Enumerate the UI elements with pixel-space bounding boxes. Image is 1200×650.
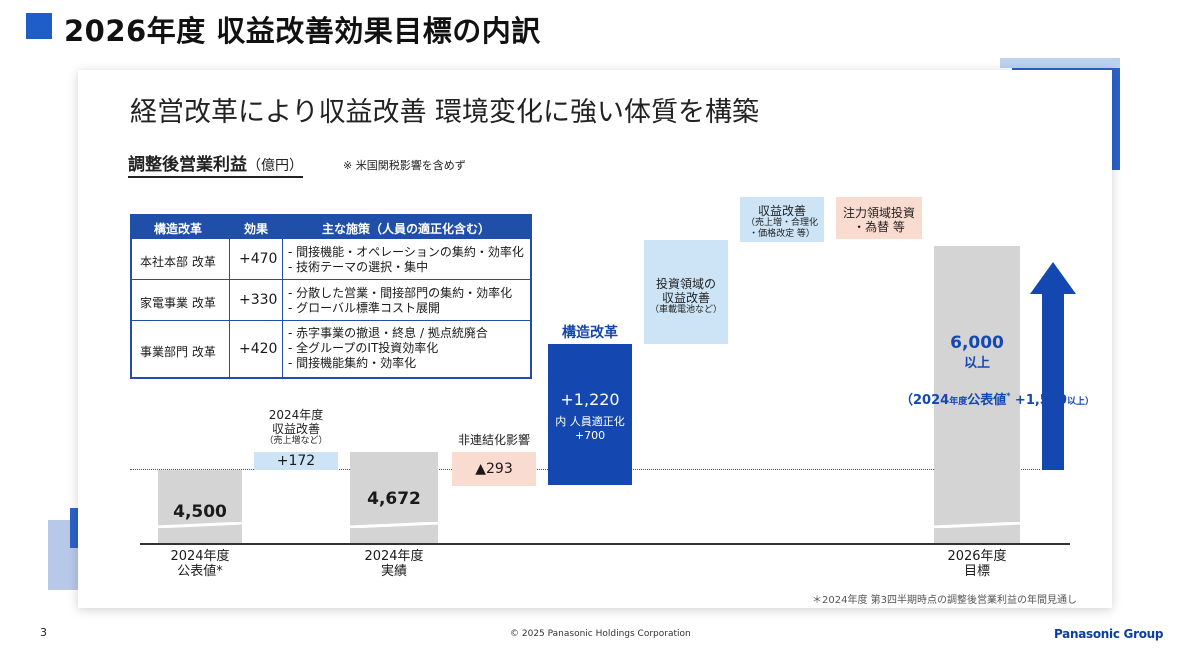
- page-number: 3: [40, 626, 47, 639]
- axis-break-icon: [350, 522, 438, 528]
- label-sub: （売上増など）: [264, 436, 328, 446]
- row-effect: +420: [239, 341, 278, 357]
- measure-item: - 赤字事業の撤退・終息 / 拠点統廃合: [288, 326, 488, 340]
- note-line: +700: [574, 429, 606, 442]
- label-line: ・為替 等: [853, 220, 905, 234]
- bar-label: 2024年度 収益改善 （売上増など）: [246, 408, 346, 447]
- table-row: 事業部門 改革 +420 - 赤字事業の撤退・終息 / 拠点統廃合 - 全グルー…: [132, 320, 530, 378]
- subhead-note: ※ 米国関税影響を含めず: [343, 159, 466, 172]
- table-header-effect: 効果: [244, 222, 269, 236]
- target-annotation: （2024年度公表値* +1,500以上）: [900, 389, 1094, 408]
- category-year: 2024年度: [170, 549, 230, 564]
- category-label: 2024年度 公表値*: [150, 549, 250, 579]
- row-measures: - 赤字事業の撤退・終息 / 拠点統廃合 - 全グループのIT投資効率化 - 間…: [288, 326, 488, 371]
- table-divider: [229, 216, 230, 377]
- bar-2024-published: [158, 470, 242, 543]
- annotation-prefix: （2024: [900, 393, 950, 408]
- label-line: 収益改善: [661, 291, 710, 305]
- measure-item: - 分散した営業・間接部門の集約・効率化: [288, 286, 513, 300]
- annotation-star: *: [1006, 391, 1011, 401]
- category-name: 目標: [963, 564, 990, 579]
- bar-value: 6,000: [950, 333, 1004, 353]
- label-sub: （車載電池など）: [649, 305, 722, 315]
- bar-2024-improvement: [254, 452, 338, 470]
- bar-revenue-improvement: [740, 197, 824, 242]
- annotation-mid: 公表値: [967, 393, 1007, 408]
- table-row: 家電事業 改革 +330 - 分散した営業・間接部門の集約・効率化 - グローバ…: [132, 279, 530, 321]
- table-header-reform: 構造改革: [154, 222, 203, 236]
- row-measures: - 間接機能・オペレーションの集約・効率化 - 技術テーマの選択・集中: [288, 245, 524, 275]
- reform-table: 構造改革 効果 主な施策（人員の適正化含む） 本社本部 改革 +470 - 間接…: [130, 214, 532, 379]
- row-effect: +470: [239, 251, 278, 267]
- note-line: 内 人員適正化: [555, 415, 625, 428]
- bar-label: 注力領域投資 ・為替 等: [832, 206, 926, 234]
- measure-item: - 間接機能集約・効率化: [288, 356, 417, 370]
- decor-block-top-right-light: [1000, 58, 1120, 68]
- table-header: 構造改革 効果 主な施策（人員の適正化含む）: [132, 216, 530, 238]
- bar-value: 4,672: [367, 489, 421, 509]
- row-name: 事業部門 改革: [140, 345, 216, 359]
- category-year: 2024年度: [364, 549, 424, 564]
- measure-item: - グローバル標準コスト展開: [288, 301, 441, 315]
- label-line: 投資領域の: [655, 277, 716, 291]
- title-marker: [26, 13, 52, 39]
- measure-item: - 技術テーマの選択・集中: [288, 260, 429, 274]
- bar-label: 非連結化影響: [457, 433, 530, 447]
- chart-baseline: [140, 543, 1070, 545]
- slide-title: 2026年度 収益改善効果目標の内訳: [64, 14, 541, 48]
- bar-value-sub: 以上: [963, 356, 990, 371]
- bar-2026-target: [934, 246, 1020, 543]
- label-line: 注力領域投資: [842, 206, 915, 220]
- label-sub: （売上増・合理化: [745, 218, 818, 228]
- category-label: 2026年度 目標: [927, 549, 1027, 579]
- bar-focus-investment: [836, 197, 922, 239]
- category-year: 2026年度: [947, 549, 1007, 564]
- bar-label: 投資領域の 収益改善 （車載電池など）: [640, 277, 732, 316]
- annotation-suffix-small: 以上）: [1066, 397, 1094, 407]
- row-name: 本社本部 改革: [140, 255, 216, 269]
- subhead-unit: （億円）: [247, 158, 303, 174]
- annotation-prefix-small: 年度: [949, 397, 968, 407]
- table-row: 本社本部 改革 +470 - 間接機能・オペレーションの集約・効率化 - 技術テ…: [132, 238, 530, 280]
- bar-deconsolidation: [452, 452, 536, 486]
- up-arrow-icon: [1030, 262, 1076, 470]
- bar-value: +1,220: [560, 390, 620, 409]
- chart-subtitle: 調整後営業利益（億円）: [128, 150, 303, 178]
- label-name: 収益改善: [271, 422, 320, 436]
- category-name: 公表値*: [177, 564, 223, 579]
- label-line: 収益改善: [757, 204, 806, 218]
- axis-break-icon: [934, 522, 1022, 528]
- row-name: 家電事業 改革: [140, 296, 216, 310]
- bar-note: 内 人員適正化 +700: [548, 415, 632, 443]
- bar-structural-reform: [548, 344, 632, 485]
- bar-value: 4,500: [173, 502, 227, 522]
- row-effect: +330: [239, 292, 278, 308]
- bar-value: ▲293: [475, 461, 513, 477]
- table-divider: [282, 216, 283, 377]
- label-sub: ・価格改定 等）: [749, 229, 815, 239]
- measure-item: - 全グループのIT投資効率化: [288, 341, 439, 355]
- bar-label: 収益改善 （売上増・合理化 ・価格改定 等）: [736, 204, 828, 240]
- copyright: © 2025 Panasonic Holdings Corporation: [510, 629, 691, 639]
- axis-break-icon: [156, 522, 244, 528]
- card-headline: 経営改革により収益改善 環境変化に強い体質を構築: [130, 97, 760, 128]
- annotation-suffix: +1,500: [1010, 393, 1067, 408]
- footnote: ＊2024年度 第3四半期時点の調整後営業利益の年間見通し: [812, 595, 1077, 606]
- bar-investment-domain: [644, 240, 728, 344]
- measure-item: - 間接機能・オペレーションの集約・効率化: [288, 245, 524, 259]
- row-measures: - 分散した営業・間接部門の集約・効率化 - グローバル標準コスト展開: [288, 286, 512, 316]
- table-header-measures: 主な施策（人員の適正化含む）: [322, 222, 491, 236]
- brand-logo: Panasonic Group: [1054, 627, 1164, 641]
- category-label: 2024年度 実績: [344, 549, 444, 579]
- subhead-text: 調整後営業利益: [128, 155, 247, 175]
- bar-tag: 構造改革: [562, 325, 618, 341]
- bar-value: +172: [276, 453, 316, 469]
- category-name: 実績: [380, 564, 407, 579]
- label-year: 2024年度: [268, 408, 324, 422]
